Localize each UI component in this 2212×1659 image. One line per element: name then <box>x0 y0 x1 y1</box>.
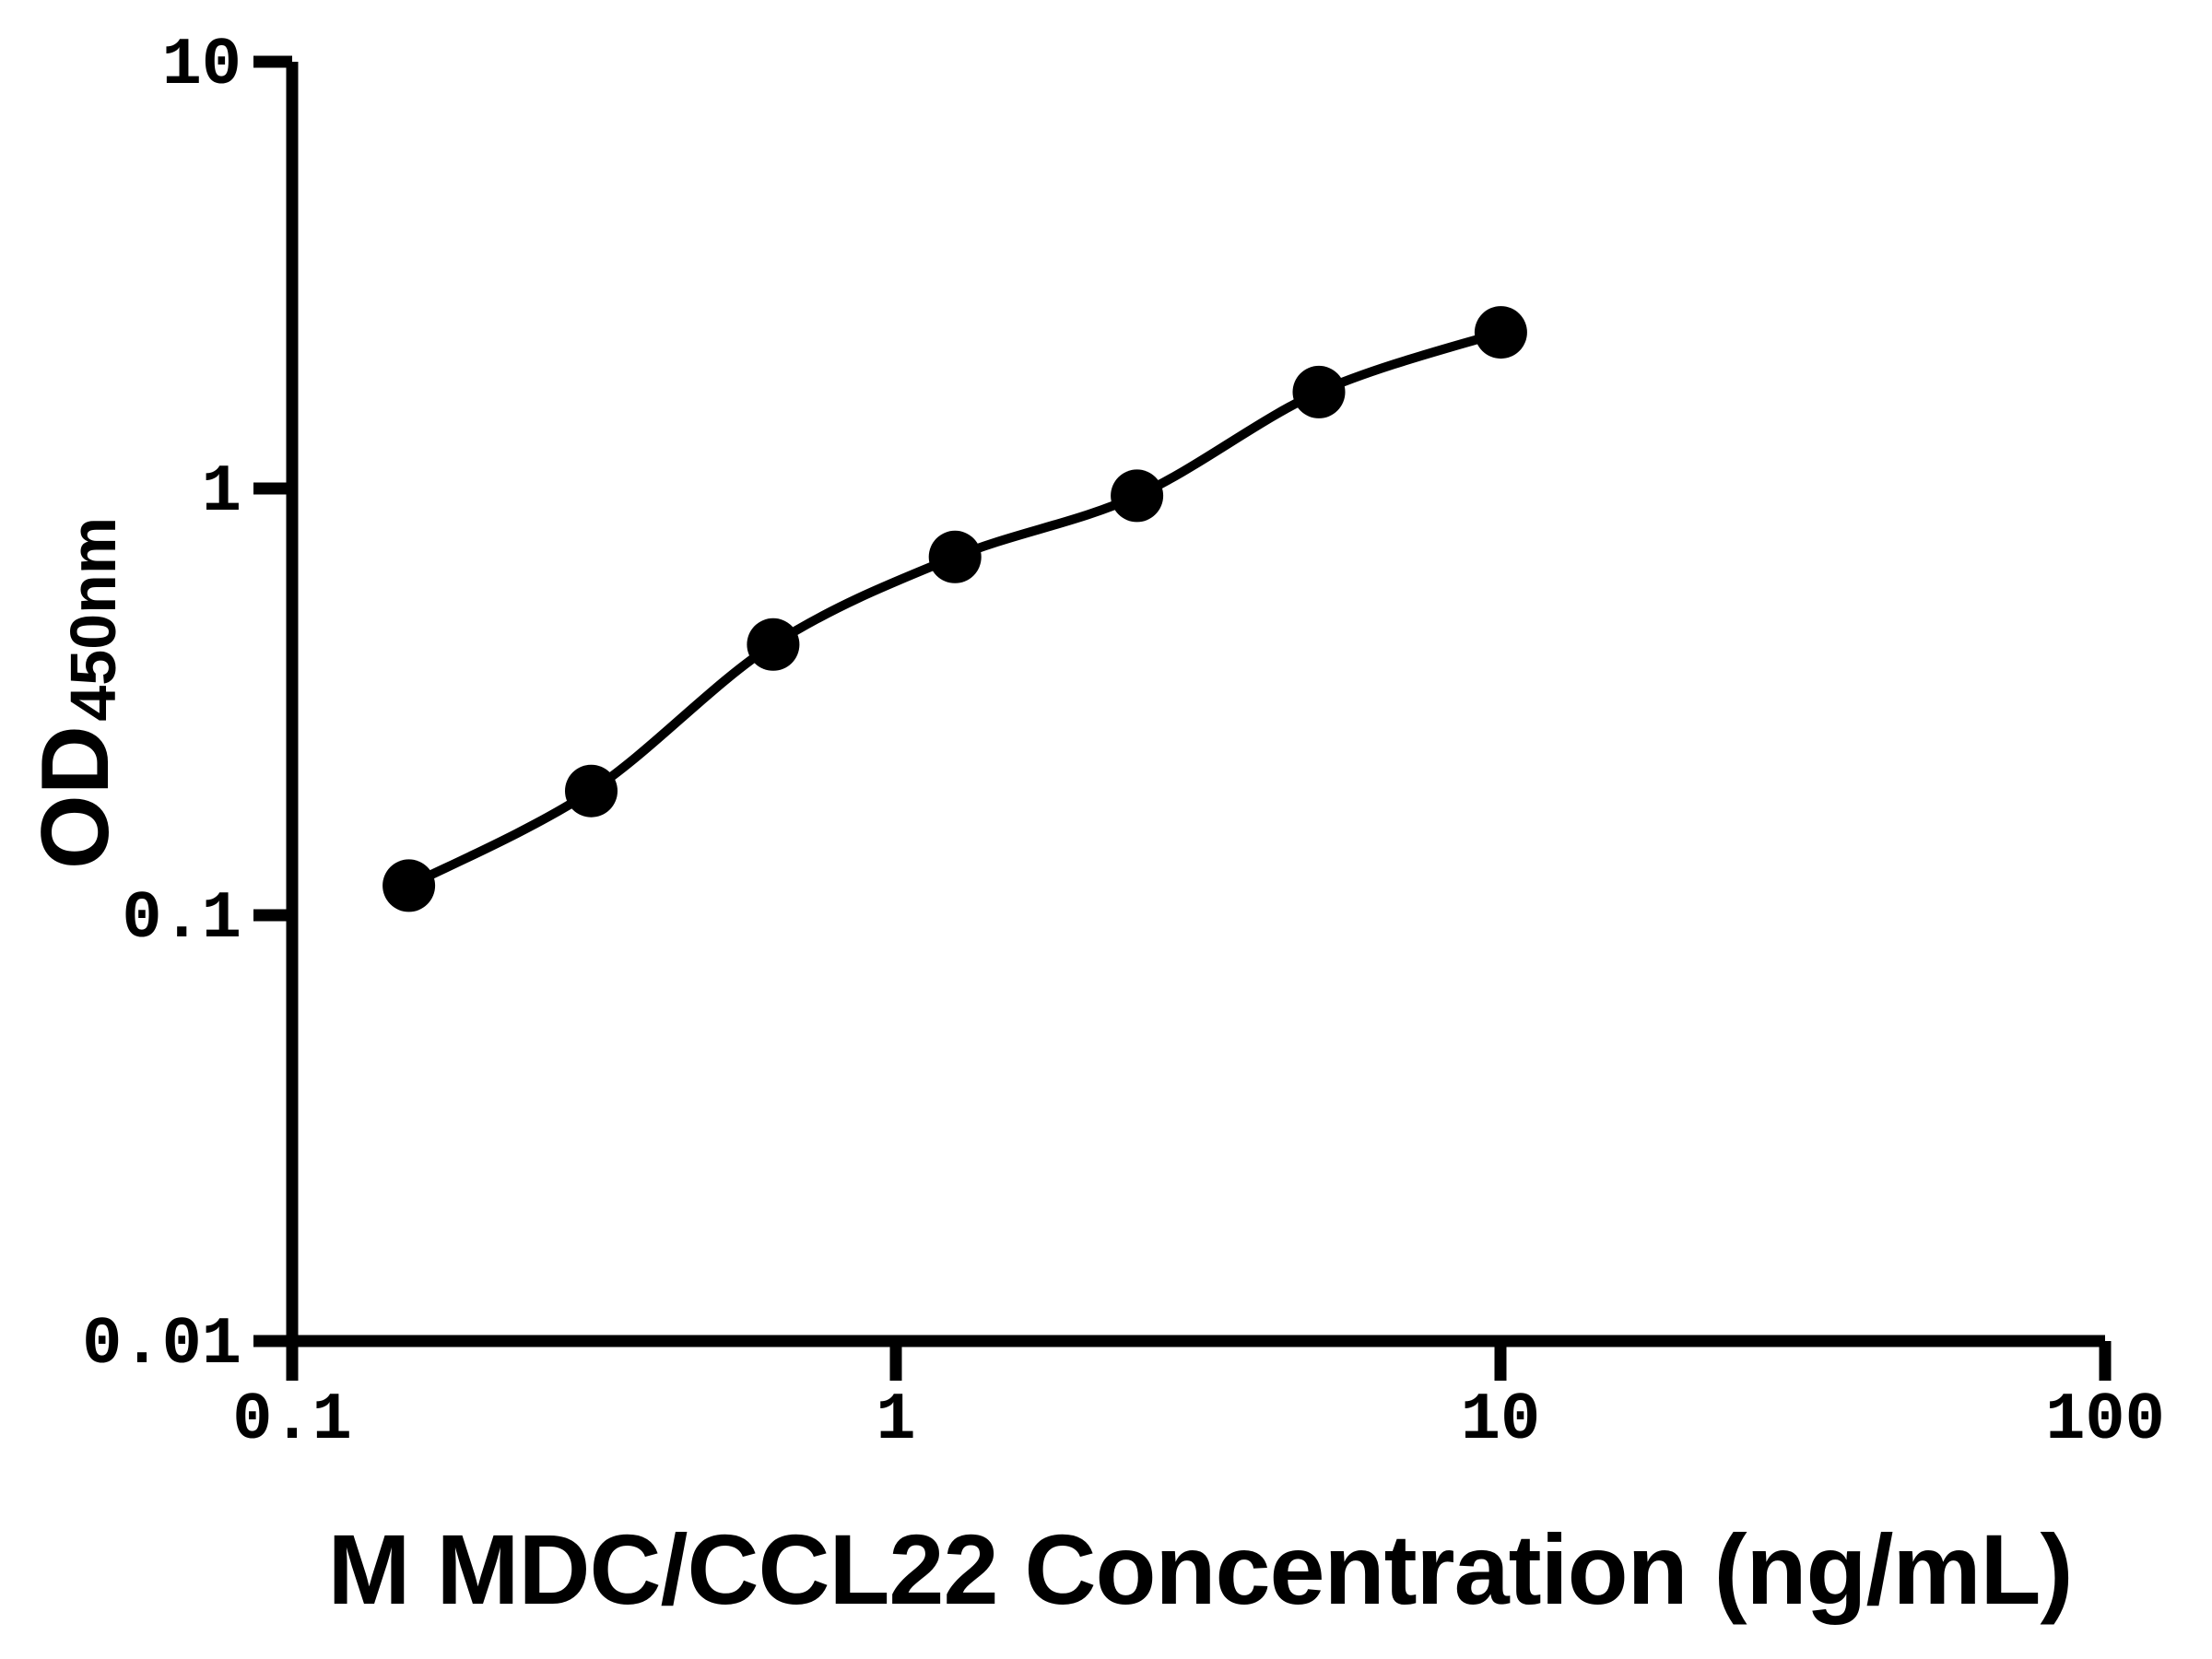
y-axis-title-subscript: 450nm <box>57 517 129 722</box>
data-point <box>1292 365 1346 418</box>
data-point <box>1111 469 1164 523</box>
y-axis-title: OD 450nm <box>22 517 129 869</box>
data-point <box>747 618 800 671</box>
y-tick-labels: 10 1 0.1 0.01 <box>82 28 241 1382</box>
x-tick-label-0: 0.1 <box>232 1382 352 1458</box>
x-tick-label-1: 1 <box>876 1382 915 1458</box>
x-tick-label-3: 100 <box>2045 1382 2165 1458</box>
y-tick-label-3: 0.01 <box>82 1307 241 1382</box>
axis-spines-and-tick-marks <box>253 55 2112 1381</box>
data-points-layer <box>382 306 1527 912</box>
x-tick-label-2: 10 <box>1461 1382 1540 1458</box>
data-point <box>928 530 982 583</box>
y-axis-title-base: OD <box>22 725 129 869</box>
y-tick-label-2: 0.1 <box>122 881 241 957</box>
data-point <box>565 764 618 818</box>
data-point <box>382 859 436 912</box>
data-point <box>1474 306 1527 359</box>
x-axis-title: M MDC/CCL22 Concentration (ng/mL) <box>328 1513 2073 1625</box>
y-tick-label-0: 10 <box>162 28 241 103</box>
y-tick-label-1: 1 <box>202 454 241 530</box>
x-tick-labels: 0.1 1 10 100 <box>232 1382 2165 1458</box>
